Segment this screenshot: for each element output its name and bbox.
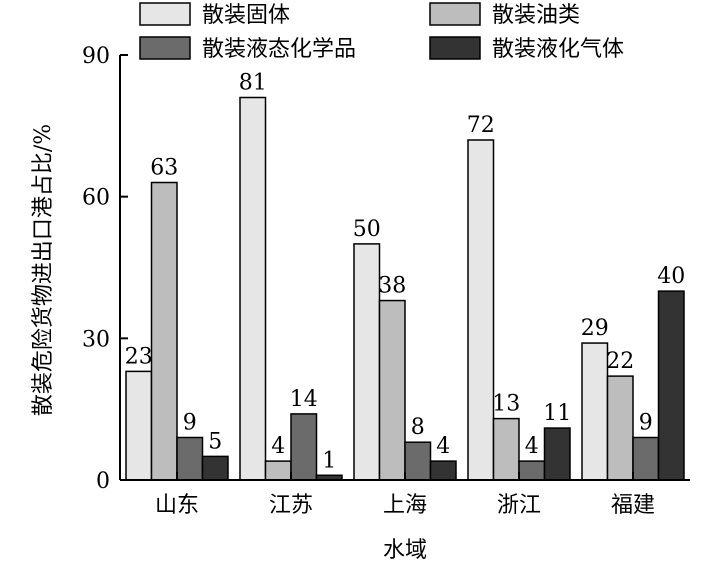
x-tick-label: 江苏 bbox=[269, 493, 313, 518]
bar bbox=[378, 299, 406, 481]
data-label: 9 bbox=[639, 411, 653, 436]
bar bbox=[239, 96, 267, 481]
bar bbox=[606, 375, 634, 481]
y-tick-label: 0 bbox=[96, 469, 110, 494]
bar bbox=[632, 436, 660, 481]
x-tick-label: 山东 bbox=[155, 493, 199, 518]
data-label: 38 bbox=[378, 274, 406, 299]
bar bbox=[467, 139, 495, 481]
legend-label: 散装液态化学品 bbox=[202, 37, 356, 62]
data-label: 50 bbox=[353, 217, 381, 242]
bar bbox=[125, 370, 153, 481]
bar bbox=[176, 436, 204, 481]
data-label: 9 bbox=[183, 411, 197, 436]
data-label: 22 bbox=[606, 349, 634, 374]
data-label: 40 bbox=[657, 264, 685, 289]
bar bbox=[201, 455, 229, 481]
data-label: 11 bbox=[543, 401, 571, 426]
legend-swatch bbox=[139, 36, 191, 60]
data-label: 13 bbox=[492, 392, 520, 417]
bar bbox=[429, 460, 457, 481]
axes: 0 30 60 90 山东 江苏 上海 浙江 福建 bbox=[82, 44, 690, 518]
data-label: 4 bbox=[271, 434, 285, 459]
x-tick-label: 上海 bbox=[383, 493, 427, 518]
bar bbox=[543, 427, 571, 481]
data-label: 81 bbox=[239, 71, 267, 96]
y-tick-label: 90 bbox=[82, 44, 110, 69]
x-axis-title: 水域 bbox=[383, 538, 427, 563]
y-tick-label: 60 bbox=[82, 186, 110, 211]
legend-label: 散装油类 bbox=[492, 3, 580, 28]
data-label: 1 bbox=[322, 448, 336, 473]
x-tick-label: 浙江 bbox=[497, 493, 541, 518]
y-tick-label: 30 bbox=[82, 327, 110, 352]
bar bbox=[581, 342, 609, 481]
y-axis-title: 散装危险货物进出口港占比/% bbox=[31, 124, 56, 416]
legend-swatch bbox=[139, 2, 191, 26]
legend-swatch bbox=[429, 2, 481, 26]
data-label: 72 bbox=[467, 113, 495, 138]
bar bbox=[518, 460, 546, 481]
legend-label: 散装液化气体 bbox=[492, 37, 624, 62]
bar bbox=[492, 417, 520, 481]
x-tick-label: 福建 bbox=[611, 493, 655, 518]
bar bbox=[404, 441, 432, 481]
data-label: 29 bbox=[581, 316, 609, 341]
data-label: 23 bbox=[125, 344, 153, 369]
data-label: 4 bbox=[525, 434, 539, 459]
bar bbox=[290, 413, 318, 481]
bar bbox=[353, 243, 381, 481]
bar bbox=[264, 460, 292, 481]
data-label: 14 bbox=[290, 387, 318, 412]
legend-swatch bbox=[429, 36, 481, 60]
data-label: 8 bbox=[411, 415, 425, 440]
legend-label: 散装固体 bbox=[202, 3, 290, 28]
data-label: 5 bbox=[208, 429, 222, 454]
data-label: 63 bbox=[150, 156, 178, 181]
bar bbox=[150, 181, 178, 481]
bar bbox=[657, 290, 685, 481]
data-label: 4 bbox=[436, 434, 450, 459]
